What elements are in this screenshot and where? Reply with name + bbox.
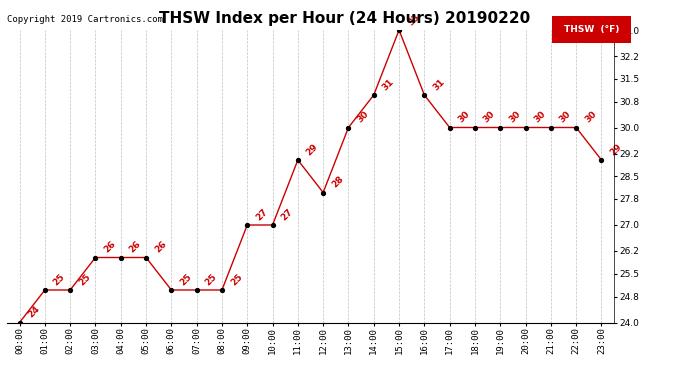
Text: 25: 25 bbox=[77, 272, 92, 287]
Text: 26: 26 bbox=[128, 240, 143, 255]
Text: 31: 31 bbox=[381, 77, 396, 92]
Text: THSW  (°F): THSW (°F) bbox=[564, 25, 620, 34]
Text: THSW Index per Hour (24 Hours) 20190220: THSW Index per Hour (24 Hours) 20190220 bbox=[159, 11, 531, 26]
Text: 24: 24 bbox=[26, 304, 42, 320]
Text: 30: 30 bbox=[355, 110, 371, 125]
Text: 30: 30 bbox=[533, 110, 548, 125]
Text: 25: 25 bbox=[52, 272, 67, 287]
Text: 26: 26 bbox=[153, 240, 168, 255]
Text: 30: 30 bbox=[482, 110, 497, 125]
Text: 30: 30 bbox=[583, 110, 598, 125]
Text: 29: 29 bbox=[609, 142, 624, 157]
Text: 28: 28 bbox=[330, 174, 345, 190]
Text: 31: 31 bbox=[431, 77, 446, 92]
Text: 25: 25 bbox=[178, 272, 193, 287]
Text: 33: 33 bbox=[406, 12, 421, 27]
Text: 30: 30 bbox=[507, 110, 522, 125]
Text: 29: 29 bbox=[305, 142, 320, 157]
Text: 27: 27 bbox=[279, 207, 295, 222]
Text: 26: 26 bbox=[102, 240, 117, 255]
Text: 30: 30 bbox=[558, 110, 573, 125]
Text: 27: 27 bbox=[254, 207, 270, 222]
Text: 30: 30 bbox=[457, 110, 472, 125]
Text: Copyright 2019 Cartronics.com: Copyright 2019 Cartronics.com bbox=[7, 15, 163, 24]
Text: 25: 25 bbox=[229, 272, 244, 287]
Text: 25: 25 bbox=[204, 272, 219, 287]
